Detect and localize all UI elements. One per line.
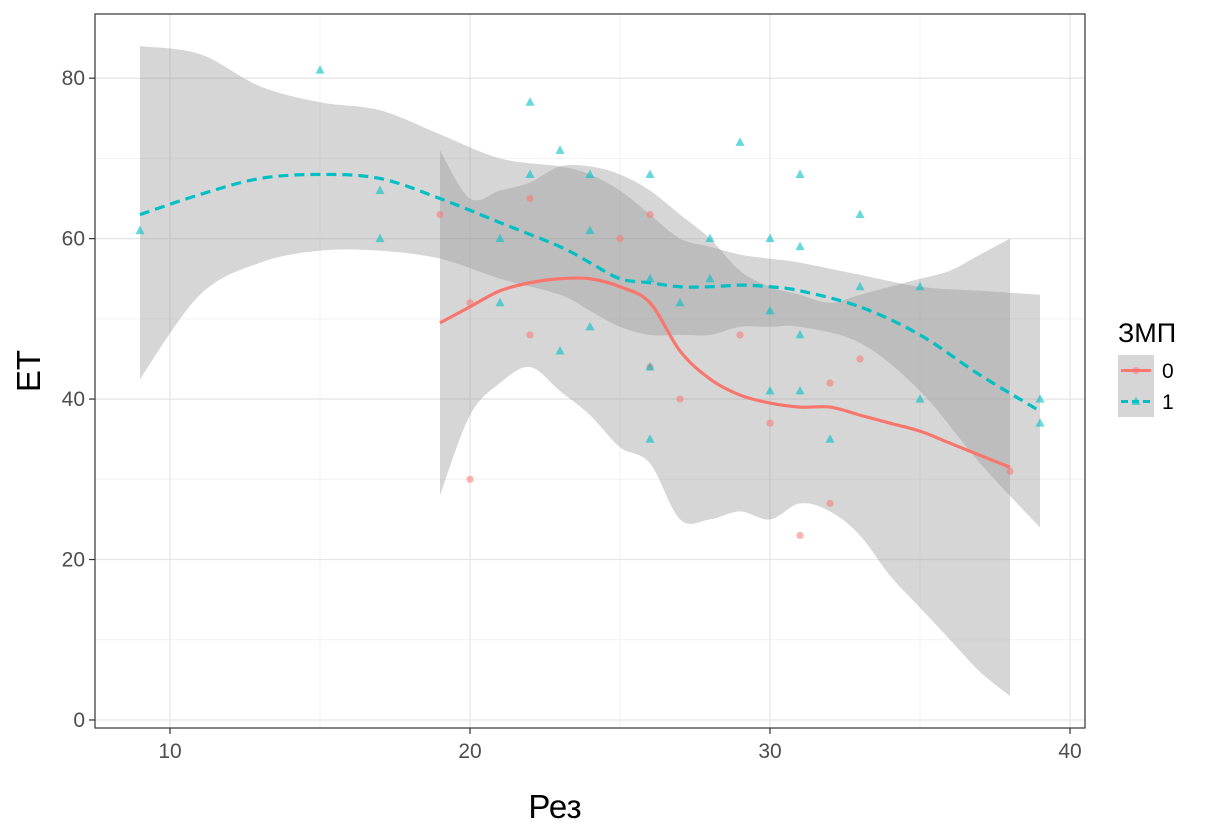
data-point-1: [795, 169, 805, 178]
smooth-line-0: [439, 276, 1011, 469]
grid-lines: [95, 14, 1085, 728]
smooth-lines: [139, 172, 1041, 469]
data-point-0: [736, 331, 744, 339]
data-point-1: [495, 233, 505, 243]
data-point-1: [645, 434, 655, 443]
legend-title: ЗМП: [1118, 318, 1176, 348]
x-tick-label: 20: [458, 740, 481, 763]
data-point-1: [1035, 394, 1045, 403]
x-tick-label: 40: [1058, 740, 1081, 763]
data-point-1: [795, 241, 805, 251]
legend-label-1: 1: [1162, 391, 1174, 414]
data-point-0: [526, 194, 534, 203]
legend-marker-1: [1131, 396, 1141, 405]
y-tick-label: 20: [62, 549, 85, 572]
data-point-0: [436, 210, 444, 219]
data-point-1: [765, 233, 775, 243]
data-point-0: [526, 331, 534, 339]
data-point-1: [555, 145, 565, 154]
data-point-1: [765, 386, 775, 395]
legend-label-0: 0: [1162, 360, 1174, 383]
data-point-1: [555, 345, 565, 355]
x-tick-label: 10: [158, 740, 181, 763]
y-axis-title: ЕТ: [10, 350, 47, 392]
data-point-0: [856, 355, 864, 363]
data-point-1: [795, 329, 805, 339]
data-point-0: [616, 235, 624, 243]
data-point-0: [826, 379, 834, 387]
data-point-1: [855, 281, 865, 291]
confidence-band-1: [140, 46, 1040, 528]
data-point-1: [645, 361, 655, 371]
data-point-1: [525, 97, 535, 106]
data-point-1: [765, 305, 775, 315]
y-tick-label: 0: [73, 709, 85, 732]
data-point-1: [825, 434, 835, 443]
data-point-1: [585, 225, 595, 235]
data-point-1: [855, 209, 865, 219]
data-point-1: [135, 225, 145, 235]
data-point-1: [645, 169, 655, 178]
smooth-line-1: [139, 172, 1041, 413]
x-axis-title: Рез: [528, 788, 581, 825]
plot-border: [94, 13, 1086, 729]
data-point-1: [525, 169, 535, 178]
data-point-0: [676, 395, 684, 403]
legend-marker-0: [1132, 366, 1140, 375]
data-point-1: [375, 185, 385, 194]
data-point-1: [1035, 418, 1045, 427]
data-point-0: [796, 531, 804, 540]
data-point-1: [645, 273, 655, 283]
data-point-0: [766, 419, 774, 427]
y-tick-label: 80: [62, 67, 85, 90]
data-point-0: [646, 210, 654, 219]
data-point-1: [375, 233, 385, 243]
y-tick-label: 40: [62, 388, 85, 411]
axis-ticks: 10 20 30 40 0 20 40 60 80: [62, 67, 1082, 763]
data-point-1: [915, 281, 925, 291]
data-point-1: [795, 386, 805, 395]
data-point-0: [466, 475, 474, 483]
legend: ЗМП 0 1: [1118, 318, 1176, 417]
data-point-1: [705, 273, 715, 283]
data-point-1: [585, 169, 595, 178]
y-tick-label: 60: [62, 228, 85, 251]
confidence-bands: [140, 46, 1040, 696]
data-point-1: [495, 297, 505, 307]
data-point-1: [915, 394, 925, 403]
data-point-1: [705, 233, 715, 243]
data-point-1: [675, 297, 685, 307]
data-point-0: [1006, 467, 1014, 475]
data-point-1: [315, 65, 325, 74]
data-point-1: [585, 321, 595, 331]
data-point-1: [735, 137, 745, 146]
data-points: [135, 65, 1045, 540]
data-point-0: [826, 499, 834, 507]
confidence-band-0: [440, 150, 1010, 696]
x-tick-label: 30: [758, 740, 781, 763]
